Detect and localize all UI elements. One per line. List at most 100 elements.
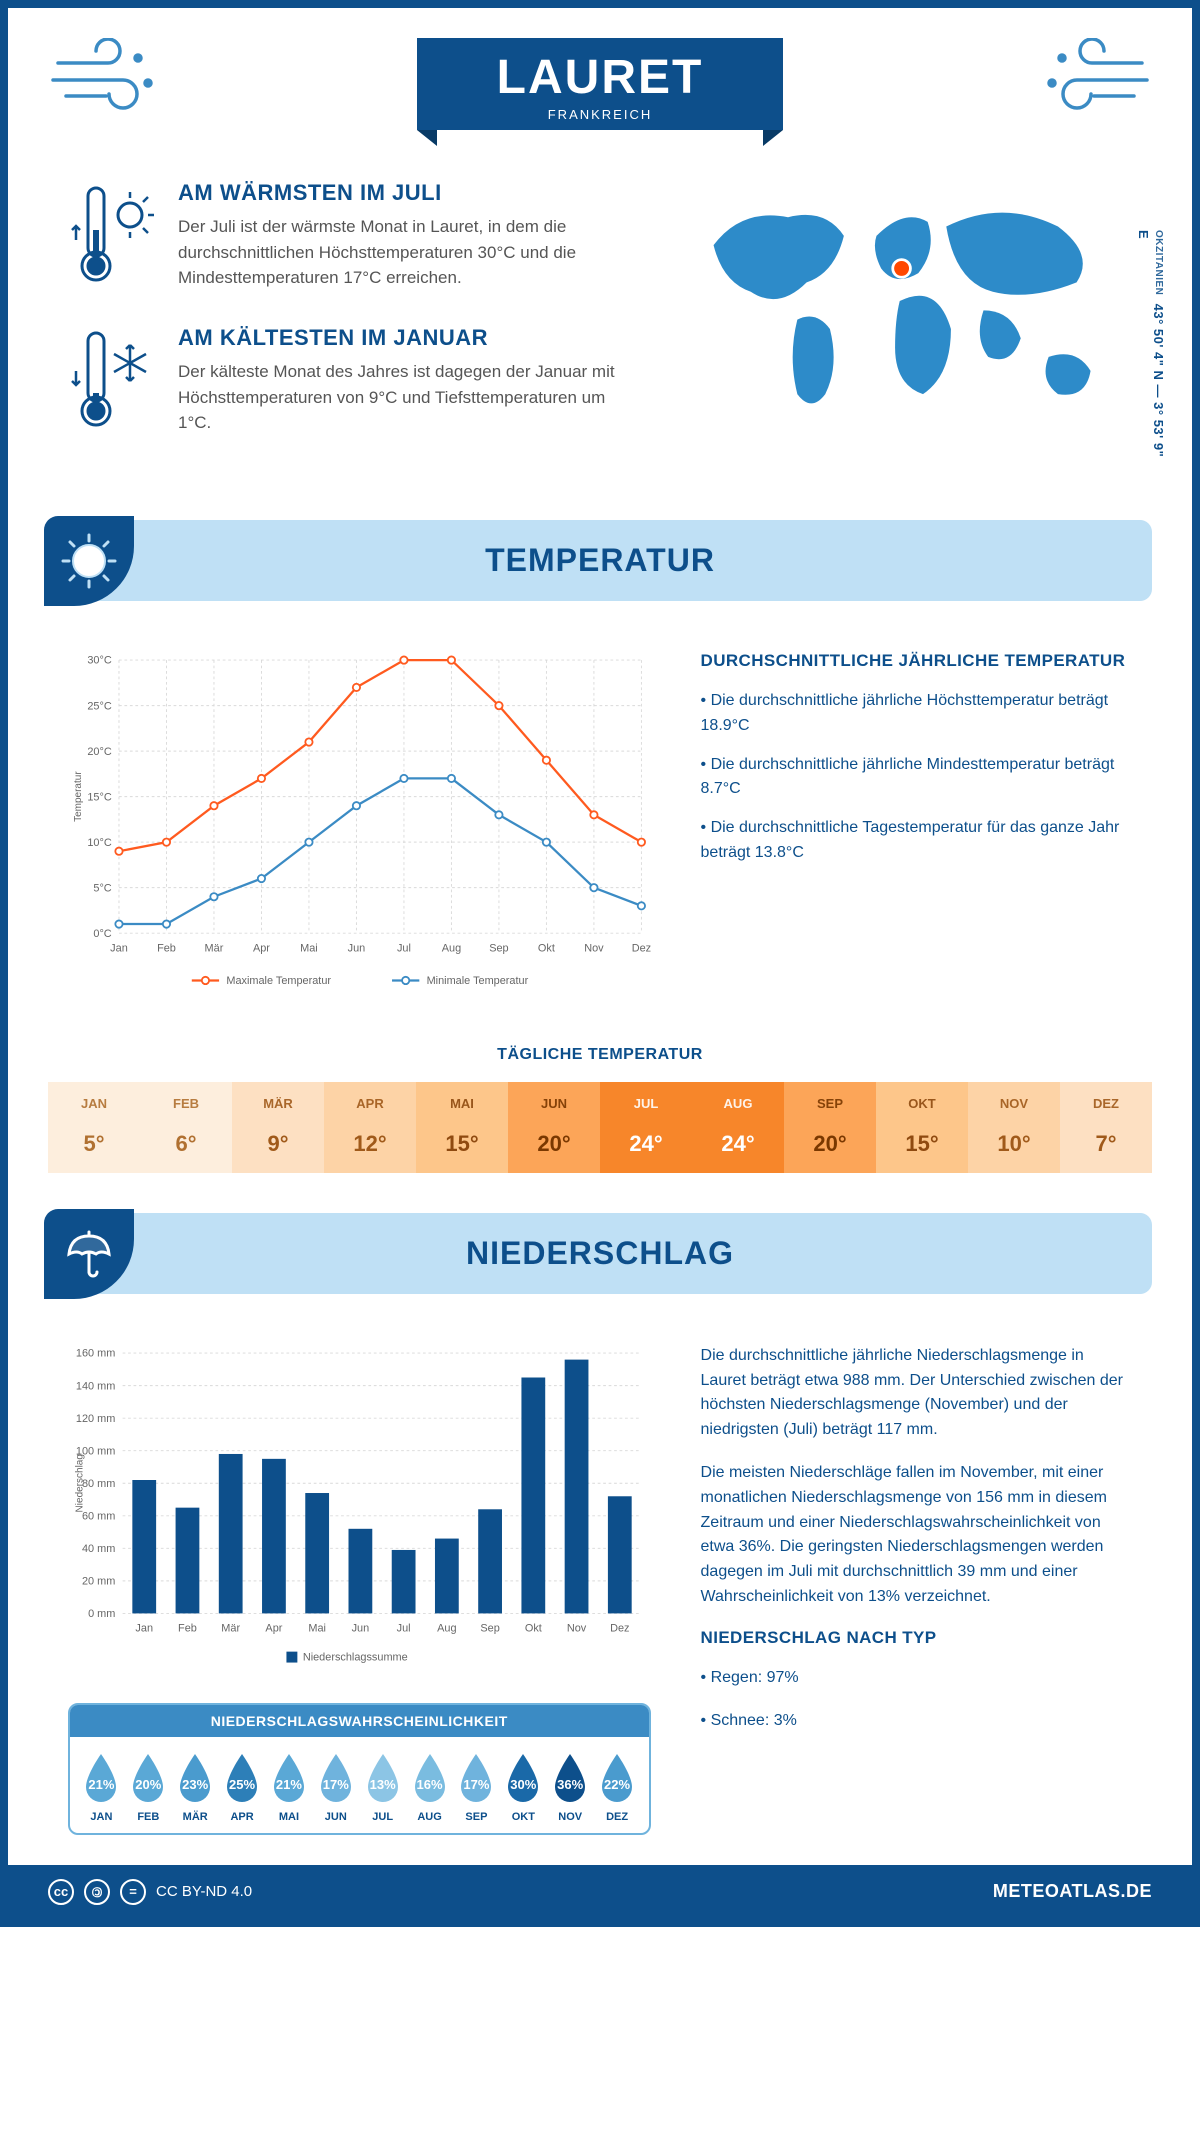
svg-text:40 mm: 40 mm bbox=[82, 1543, 115, 1555]
svg-text:Jun: Jun bbox=[352, 1622, 370, 1634]
svg-text:0°C: 0°C bbox=[93, 928, 111, 940]
svg-text:0 mm: 0 mm bbox=[88, 1608, 115, 1620]
brand: METEOATLAS.DE bbox=[993, 1881, 1152, 1902]
wind-icon bbox=[48, 38, 168, 123]
svg-text:120 mm: 120 mm bbox=[76, 1413, 115, 1425]
precipitation-probability-box: NIEDERSCHLAGSWAHRSCHEINLICHKEIT 21%JAN20… bbox=[68, 1703, 651, 1835]
svg-text:Minimale Temperatur: Minimale Temperatur bbox=[427, 975, 529, 987]
license: cc 🄯 = CC BY-ND 4.0 bbox=[48, 1879, 252, 1905]
header: LAURET FRANKREICH bbox=[8, 8, 1192, 130]
svg-text:Maximale Temperatur: Maximale Temperatur bbox=[226, 975, 331, 987]
temperature-section-header: TEMPERATUR bbox=[48, 520, 1152, 601]
svg-text:20 mm: 20 mm bbox=[82, 1575, 115, 1587]
prob-cell: 22%DEZ bbox=[594, 1751, 641, 1823]
svg-text:Nov: Nov bbox=[567, 1622, 587, 1634]
prob-cell: 21%JAN bbox=[78, 1751, 125, 1823]
daily-temp-cell: JUN20° bbox=[508, 1082, 600, 1173]
svg-text:Jan: Jan bbox=[110, 942, 128, 954]
svg-text:160 mm: 160 mm bbox=[76, 1348, 115, 1360]
coldest-text: Der kälteste Monat des Jahres ist dagege… bbox=[178, 359, 627, 436]
thermometer-hot-icon bbox=[68, 180, 158, 295]
svg-text:80 mm: 80 mm bbox=[82, 1478, 115, 1490]
precipitation-body: 0 mm20 mm40 mm60 mm80 mm100 mm120 mm140 … bbox=[8, 1314, 1192, 1865]
svg-text:Jun: Jun bbox=[348, 942, 366, 954]
svg-text:Mär: Mär bbox=[205, 942, 224, 954]
prob-cell: 30%OKT bbox=[500, 1751, 547, 1823]
daily-temp-cell: JAN5° bbox=[48, 1082, 140, 1173]
svg-text:60 mm: 60 mm bbox=[82, 1510, 115, 1522]
daily-temp-title: TÄGLICHE TEMPERATUR bbox=[8, 1046, 1192, 1064]
wind-icon bbox=[1032, 38, 1152, 123]
warmest-block: AM WÄRMSTEN IM JULI Der Juli ist der wär… bbox=[68, 180, 627, 295]
svg-text:Apr: Apr bbox=[265, 1622, 282, 1634]
precipitation-text: Die durchschnittliche jährliche Niedersc… bbox=[701, 1344, 1132, 1835]
svg-text:140 mm: 140 mm bbox=[76, 1380, 115, 1392]
daily-temp-cell: APR12° bbox=[324, 1082, 416, 1173]
prob-cell: 17%SEP bbox=[453, 1751, 500, 1823]
svg-text:Feb: Feb bbox=[178, 1622, 197, 1634]
prob-cell: 25%APR bbox=[219, 1751, 266, 1823]
daily-temp-cell: SEP20° bbox=[784, 1082, 876, 1173]
country-name: FRANKREICH bbox=[497, 107, 704, 122]
prob-cell: 20%FEB bbox=[125, 1751, 172, 1823]
world-map: OKZITANIEN 43° 50' 4" N — 3° 53' 9" E bbox=[667, 180, 1132, 470]
cc-icon: cc bbox=[48, 1879, 74, 1905]
umbrella-icon bbox=[44, 1209, 134, 1299]
footer: cc 🄯 = CC BY-ND 4.0 METEOATLAS.DE bbox=[8, 1865, 1192, 1919]
warmest-text: Der Juli ist der wärmste Monat in Lauret… bbox=[178, 214, 627, 291]
svg-text:Temperatur: Temperatur bbox=[73, 771, 84, 822]
title-banner: LAURET FRANKREICH bbox=[417, 38, 784, 130]
daily-temp-cell: AUG24° bbox=[692, 1082, 784, 1173]
svg-text:Apr: Apr bbox=[253, 942, 270, 954]
city-name: LAURET bbox=[497, 50, 704, 105]
prob-cell: 21%MAI bbox=[266, 1751, 313, 1823]
svg-text:30°C: 30°C bbox=[87, 655, 111, 667]
svg-text:Okt: Okt bbox=[538, 942, 555, 954]
precipitation-bar-chart: 0 mm20 mm40 mm60 mm80 mm100 mm120 mm140 … bbox=[68, 1344, 651, 1672]
svg-text:Sep: Sep bbox=[480, 1622, 499, 1634]
infographic-container: LAURET FRANKREICH AM WÄRMSTEN IM JULI De… bbox=[0, 0, 1200, 1927]
prob-cell: 16%AUG bbox=[406, 1751, 453, 1823]
svg-text:Dez: Dez bbox=[610, 1622, 629, 1634]
sun-icon bbox=[44, 516, 134, 606]
prob-cell: 23%MÄR bbox=[172, 1751, 219, 1823]
svg-text:5°C: 5°C bbox=[93, 882, 111, 894]
svg-text:Okt: Okt bbox=[525, 1622, 542, 1634]
daily-temp-cell: MAI15° bbox=[416, 1082, 508, 1173]
svg-text:Jul: Jul bbox=[397, 942, 411, 954]
intro-section: AM WÄRMSTEN IM JULI Der Juli ist der wär… bbox=[8, 130, 1192, 500]
daily-temp-cell: NOV10° bbox=[968, 1082, 1060, 1173]
prob-cell: 36%NOV bbox=[547, 1751, 594, 1823]
coordinates: OKZITANIEN 43° 50' 4" N — 3° 53' 9" E bbox=[1136, 230, 1166, 470]
daily-temp-cell: OKT15° bbox=[876, 1082, 968, 1173]
precipitation-title: NIEDERSCHLAG bbox=[48, 1235, 1152, 1272]
temperature-line-chart: 0°C5°C10°C15°C20°C25°C30°CJanFebMärAprMa… bbox=[68, 651, 651, 997]
warmest-title: AM WÄRMSTEN IM JULI bbox=[178, 180, 627, 206]
daily-temp-grid: JAN5°FEB6°MÄR9°APR12°MAI15°JUN20°JUL24°A… bbox=[48, 1082, 1152, 1173]
by-icon: 🄯 bbox=[84, 1879, 110, 1905]
svg-text:25°C: 25°C bbox=[87, 700, 111, 712]
svg-text:Dez: Dez bbox=[632, 942, 651, 954]
prob-cell: 13%JUL bbox=[359, 1751, 406, 1823]
svg-text:Mai: Mai bbox=[300, 942, 318, 954]
svg-text:Sep: Sep bbox=[489, 942, 508, 954]
prob-cell: 17%JUN bbox=[312, 1751, 359, 1823]
temperature-facts: DURCHSCHNITTLICHE JÄHRLICHE TEMPERATUR •… bbox=[701, 651, 1132, 1002]
svg-text:Mär: Mär bbox=[221, 1622, 240, 1634]
svg-text:Niederschlagssumme: Niederschlagssumme bbox=[303, 1652, 408, 1664]
svg-text:Mai: Mai bbox=[308, 1622, 326, 1634]
daily-temp-cell: DEZ7° bbox=[1060, 1082, 1152, 1173]
svg-text:Aug: Aug bbox=[437, 1622, 456, 1634]
svg-text:Nov: Nov bbox=[584, 942, 604, 954]
svg-text:Jan: Jan bbox=[135, 1622, 153, 1634]
precipitation-section-header: NIEDERSCHLAG bbox=[48, 1213, 1152, 1294]
svg-text:10°C: 10°C bbox=[87, 837, 111, 849]
nd-icon: = bbox=[120, 1879, 146, 1905]
coldest-block: AM KÄLTESTEN IM JANUAR Der kälteste Mona… bbox=[68, 325, 627, 440]
thermometer-cold-icon bbox=[68, 325, 158, 440]
svg-text:15°C: 15°C bbox=[87, 791, 111, 803]
svg-text:Feb: Feb bbox=[157, 942, 176, 954]
coldest-title: AM KÄLTESTEN IM JANUAR bbox=[178, 325, 627, 351]
daily-temp-cell: MÄR9° bbox=[232, 1082, 324, 1173]
temperature-body: 0°C5°C10°C15°C20°C25°C30°CJanFebMärAprMa… bbox=[8, 621, 1192, 1032]
